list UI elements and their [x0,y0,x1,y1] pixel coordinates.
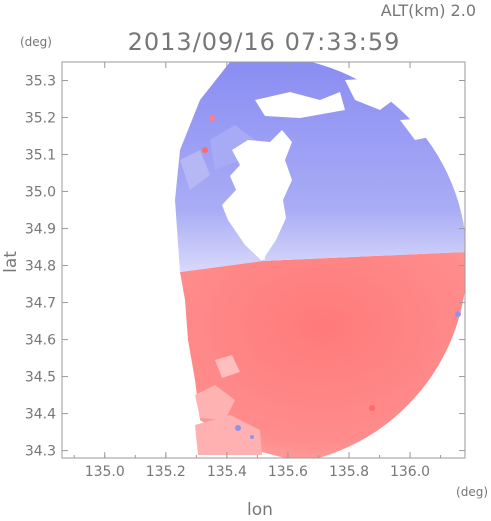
y-tick-label: 34.5 [25,370,56,386]
x-tick-label: 135.0 [85,464,125,480]
echo-speckle [455,311,461,317]
no-echo-gap [345,78,400,110]
echo-speckle [369,405,375,411]
y-tick-label: 35.2 [25,111,56,127]
no-echo-gap [400,118,440,140]
echo-patch [195,415,262,455]
radar-site-marker [262,256,265,260]
y-axis-ticks: 35.3 35.2 35.1 35.0 34.9 34.8 34.7 34.6 34.5 34.4… [25,74,465,460]
y-tick-label: 34.6 [25,333,56,349]
y-tick-label: 35.3 [25,74,56,90]
echo-speckle [209,115,215,121]
y-axis-label: lat [1,251,21,273]
x-axis-label: lon [247,500,273,520]
y-tick-label: 35.0 [25,185,56,201]
receding-velocity-region [180,252,465,458]
echo-speckle [250,435,254,439]
echo-speckle [202,147,208,153]
x-tick-label: 135.8 [329,464,369,480]
altitude-label: ALT(km) 2.0 [381,1,476,20]
no-echo-gap [255,92,345,118]
velocity-field [175,62,465,458]
no-echo-gap [222,130,292,261]
echo-patch [195,385,235,420]
y-tick-label: 34.9 [25,222,56,238]
y-tick-label: 34.7 [25,296,56,312]
x-tick-label: 136.0 [390,464,430,480]
echo-patch [180,150,210,190]
echo-patch [215,355,240,378]
echo-speckle [235,425,241,431]
y-tick-label: 35.1 [25,148,56,164]
x-axis-ticks: 135.0 135.2 135.4 135.6 135.8 136.0 [73,62,442,480]
plot-frame [61,61,466,459]
y-tick-label: 34.3 [25,444,56,460]
x-tick-label: 135.2 [146,464,186,480]
x-tick-label: 135.4 [207,464,247,480]
y-unit-label: (deg) [20,35,52,49]
x-unit-label: (deg) [456,485,488,499]
x-tick-label: 135.6 [268,464,308,480]
y-tick-label: 34.8 [25,259,56,275]
chart-title: 2013/09/16 07:33:59 [128,28,401,56]
echo-patch [210,125,255,170]
y-tick-label: 34.4 [25,407,56,423]
